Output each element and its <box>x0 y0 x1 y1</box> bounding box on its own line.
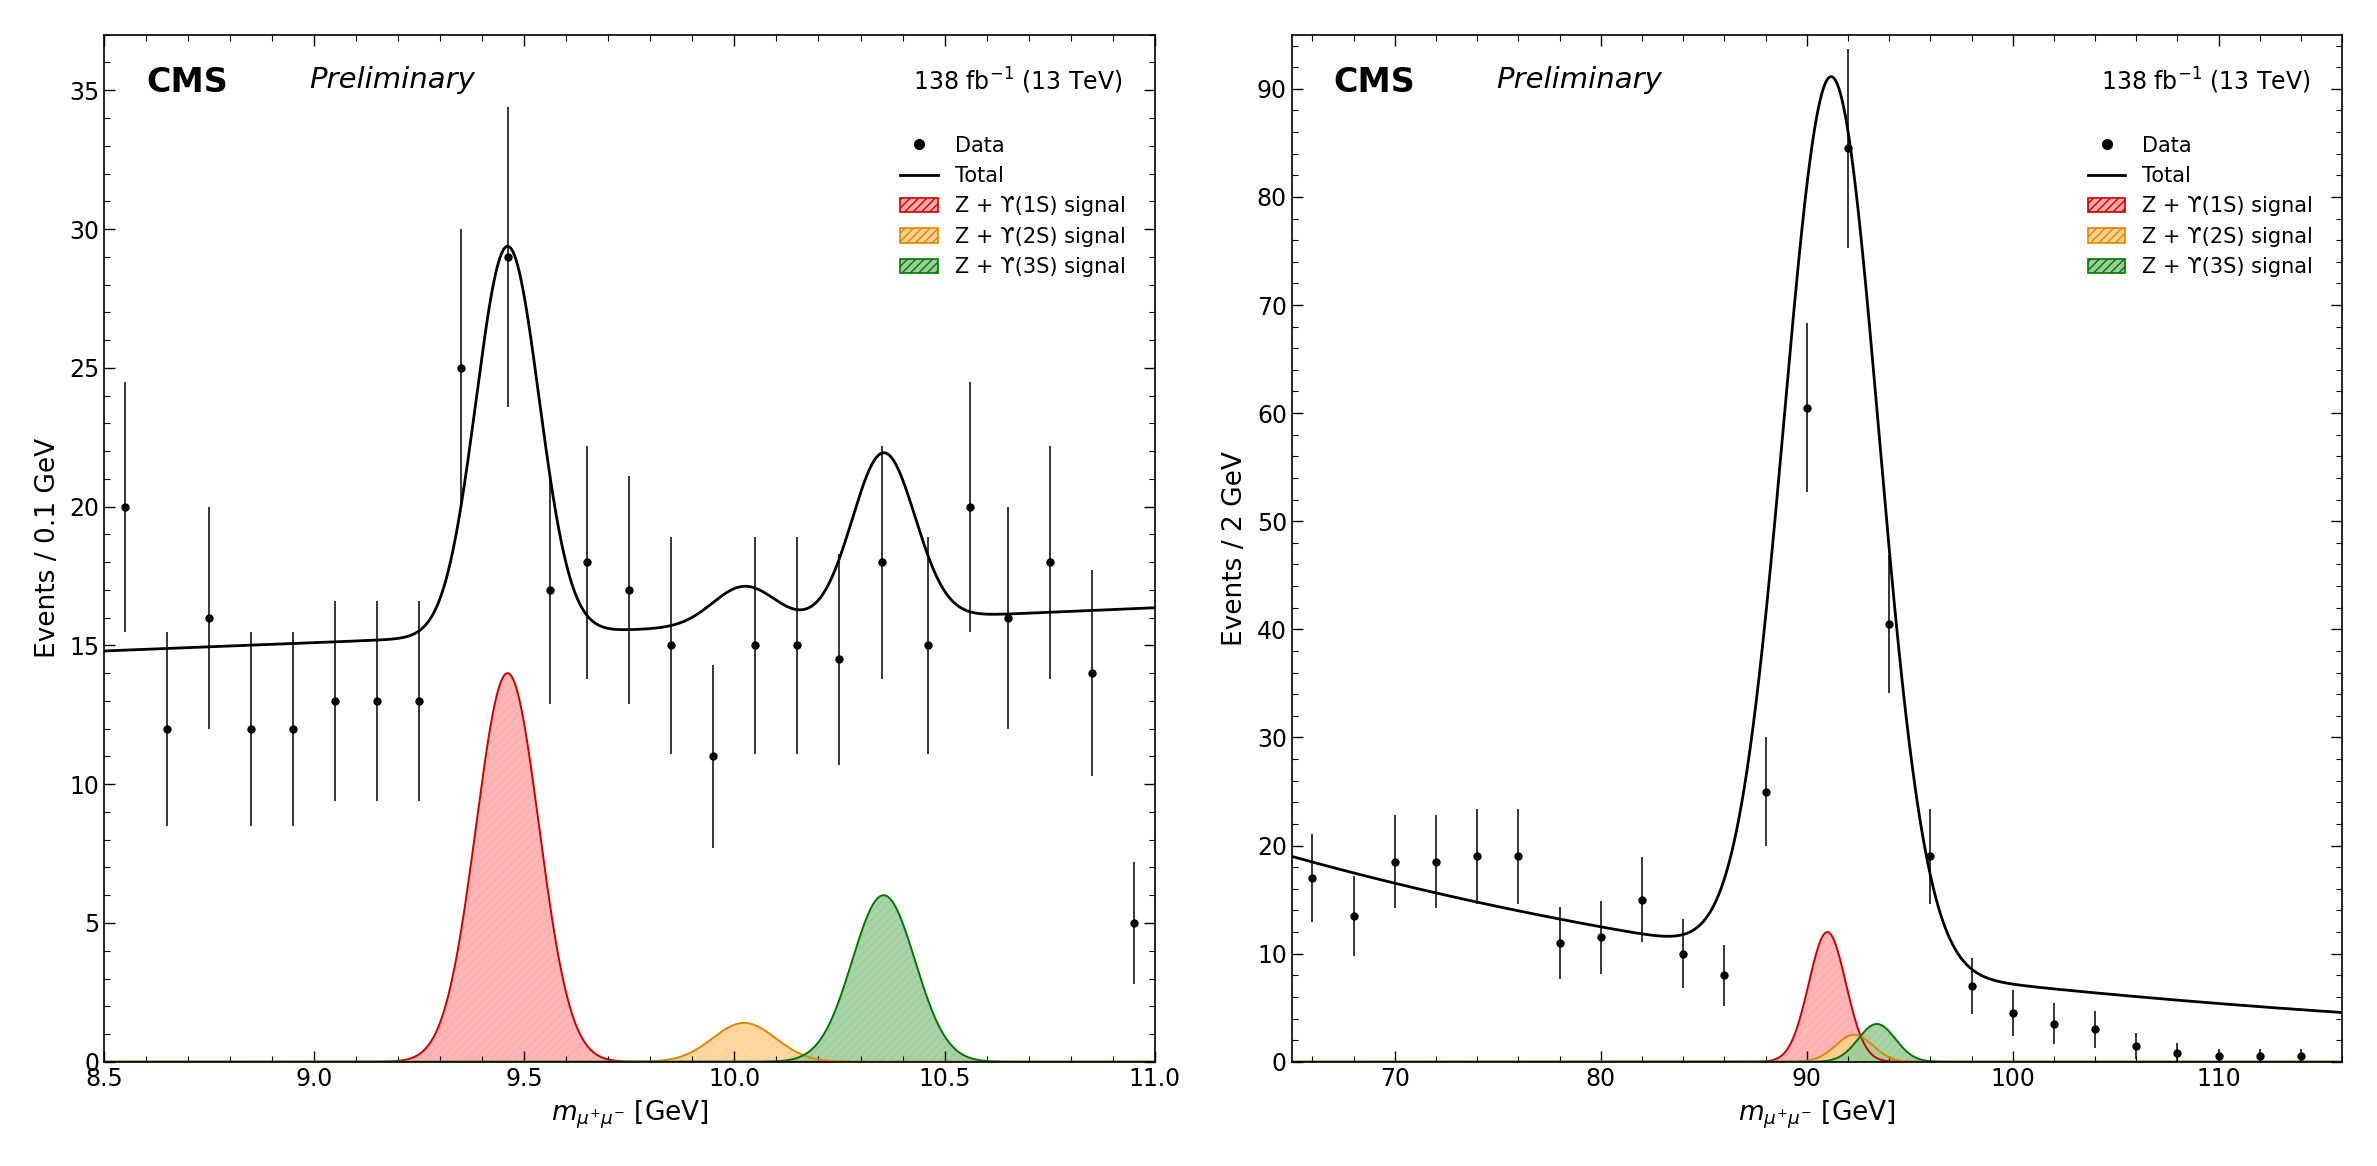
Text: Preliminary: Preliminary <box>1498 65 1662 93</box>
Text: 138 fb$^{-1}$ (13 TeV): 138 fb$^{-1}$ (13 TeV) <box>2101 65 2310 96</box>
X-axis label: $m_{\mu^{+}\mu^{-}}$ [GeV]: $m_{\mu^{+}\mu^{-}}$ [GeV] <box>1738 1100 1897 1131</box>
Text: 138 fb$^{-1}$ (13 TeV): 138 fb$^{-1}$ (13 TeV) <box>913 65 1122 96</box>
X-axis label: $m_{\mu^{+}\mu^{-}}$ [GeV]: $m_{\mu^{+}\mu^{-}}$ [GeV] <box>551 1100 708 1131</box>
Y-axis label: Events / 0.1 GeV: Events / 0.1 GeV <box>36 438 62 659</box>
Y-axis label: Events / 2 GeV: Events / 2 GeV <box>1222 451 1248 646</box>
Legend: Data, Total, Z + ϒ(1S) signal, Z + ϒ(2S) signal, Z + ϒ(3S) signal: Data, Total, Z + ϒ(1S) signal, Z + ϒ(2S)… <box>891 127 1134 286</box>
Legend: Data, Total, Z + ϒ(1S) signal, Z + ϒ(2S) signal, Z + ϒ(3S) signal: Data, Total, Z + ϒ(1S) signal, Z + ϒ(2S)… <box>2080 127 2322 286</box>
Text: CMS: CMS <box>1333 65 1417 99</box>
Text: Preliminary: Preliminary <box>309 65 475 93</box>
Text: CMS: CMS <box>145 65 228 99</box>
